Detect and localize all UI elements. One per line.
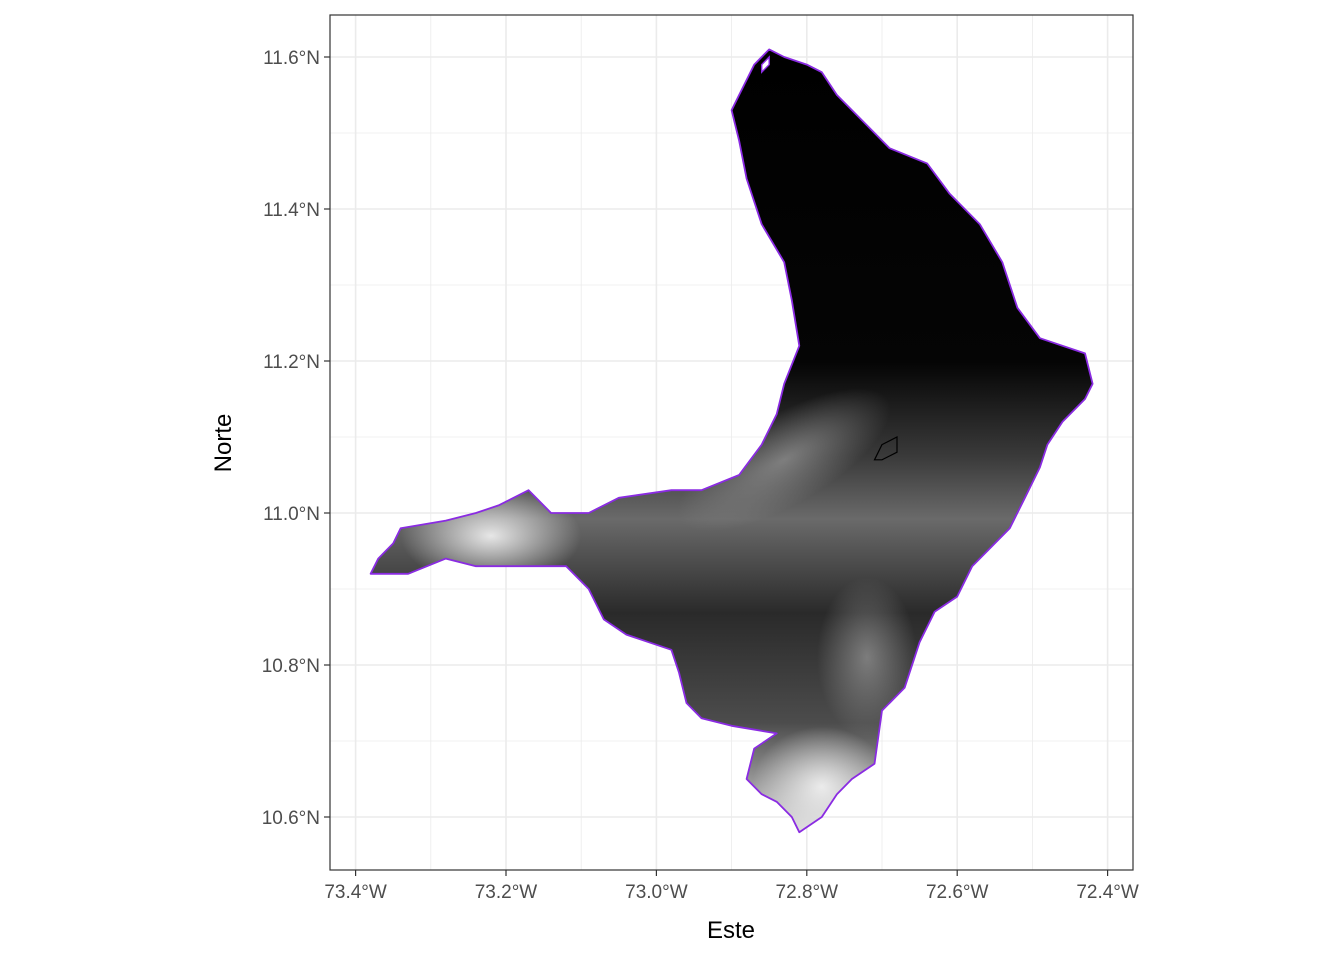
x-tick-label: 72.8°W <box>776 882 839 903</box>
y-tick-label: 10.8°N <box>262 656 320 677</box>
x-tick-label: 73.2°W <box>475 882 538 903</box>
watershed-boundary <box>369 48 1094 834</box>
y-tick-label: 11.6°N <box>263 48 320 69</box>
central-ridge <box>677 388 891 532</box>
x-tick-label: 72.6°W <box>926 882 989 903</box>
panel-border <box>329 14 1134 871</box>
x-tick-label: 73.0°W <box>625 882 688 903</box>
x-axis-title: Este <box>707 917 755 944</box>
y-tick-label: 11.4°N <box>263 200 320 221</box>
x-tick-label: 73.4°W <box>324 882 387 903</box>
y-axis-title: Norte <box>210 414 237 473</box>
island-outline <box>761 55 770 74</box>
y-tick-label: 11.2°N <box>263 352 320 373</box>
y-tick-label: 11.0°N <box>263 504 320 525</box>
x-tick-label: 72.4°W <box>1076 882 1139 903</box>
axes: 73.4°W 73.2°W 73.0°W 72.8°W 72.6°W 72.4°W 10.6… <box>262 48 1139 903</box>
lake-outline <box>873 436 898 461</box>
y-tick-label: 10.6°N <box>262 808 320 829</box>
basin-outline <box>369 48 1094 834</box>
eastern-ridge <box>816 577 917 738</box>
